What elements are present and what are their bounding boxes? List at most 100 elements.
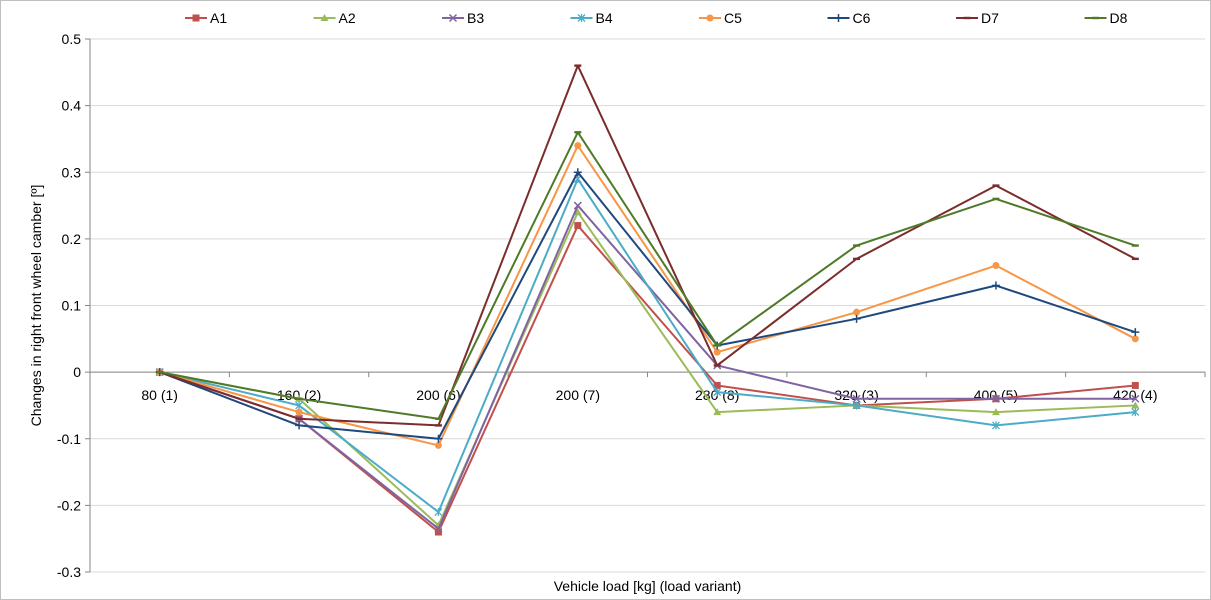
legend: A1 A2 B3 B4 C5 C6 D7 D8	[185, 10, 1128, 26]
data-point	[852, 314, 861, 323]
data-point	[991, 408, 1000, 416]
legend-label: B3	[467, 10, 484, 26]
x-tick-label: 200 (7)	[556, 387, 600, 403]
series-line	[159, 204, 1136, 530]
x-tick-label: 200 (6)	[416, 387, 460, 403]
y-tick-label: 0.4	[62, 98, 82, 114]
data-point	[1131, 257, 1139, 261]
legend-item-b3: B3	[442, 10, 484, 26]
data-point	[1131, 401, 1140, 409]
series-layer	[155, 64, 1140, 536]
legend-item-c6: C6	[827, 10, 871, 26]
legend-label: B4	[596, 10, 613, 26]
data-point	[713, 344, 721, 347]
legend-label: D8	[1110, 10, 1128, 26]
legend-label: A2	[339, 10, 356, 26]
data-point	[1131, 408, 1140, 417]
data-point	[713, 388, 722, 397]
series-d8	[156, 131, 1139, 420]
series-line	[159, 131, 1136, 420]
data-point	[295, 421, 304, 430]
data-point	[1131, 244, 1139, 247]
data-point	[573, 208, 582, 216]
data-point	[1131, 381, 1139, 389]
data-point	[991, 421, 1000, 430]
data-point	[992, 262, 1000, 270]
data-point	[713, 348, 721, 356]
data-point	[574, 142, 582, 150]
data-point	[156, 370, 164, 374]
data-point	[852, 401, 861, 410]
legend-item-d8: D8	[1084, 10, 1128, 26]
series-line	[159, 171, 1136, 440]
data-point	[852, 394, 861, 403]
data-point	[434, 524, 443, 533]
y-tick-label: 0.3	[62, 164, 82, 180]
data-point	[713, 408, 722, 416]
y-axis-title: Changes in right front wheel camber [º]	[28, 185, 44, 427]
legend-item-c5: C5	[699, 10, 742, 26]
y-tick-label: 0	[73, 364, 81, 380]
data-point	[713, 381, 721, 389]
data-point	[434, 528, 442, 536]
series-line	[159, 177, 1136, 514]
y-tick-label: 0.1	[62, 298, 82, 314]
data-point	[853, 308, 861, 316]
data-point	[295, 397, 303, 400]
data-point	[991, 281, 1000, 290]
data-point	[853, 244, 861, 247]
data-point	[434, 434, 443, 443]
legend-label: A1	[210, 10, 227, 26]
data-point	[434, 441, 442, 449]
series-b4	[155, 174, 1140, 517]
data-point	[434, 508, 443, 517]
x-axis-title: Vehicle load [kg] (load variant)	[554, 578, 742, 594]
data-point	[574, 131, 582, 134]
series-line	[159, 144, 1136, 447]
legend-item-b4: B4	[570, 10, 613, 26]
legend-label: C5	[724, 10, 742, 26]
y-tick-label: 0.2	[62, 231, 82, 247]
legend-swatch-marker	[1092, 16, 1099, 20]
data-point	[992, 184, 1000, 187]
y-tick-label: 0.5	[62, 31, 82, 47]
x-tick-label: 80 (1)	[141, 387, 178, 403]
series-a2	[155, 208, 1140, 529]
data-point	[573, 168, 582, 177]
data-point	[434, 424, 442, 427]
series-line	[159, 64, 1136, 427]
legend-label: C6	[853, 10, 871, 26]
x-tick-label: 420 (4)	[1113, 387, 1157, 403]
legend-swatch-marker	[706, 14, 714, 22]
legend-label: D7	[981, 10, 999, 26]
data-point	[573, 201, 582, 210]
legend-swatch-marker	[448, 13, 458, 23]
data-point	[295, 401, 304, 410]
y-tick-label: -0.2	[57, 497, 81, 513]
legend-swatch-marker	[577, 14, 586, 22]
legend-swatch-marker	[834, 14, 843, 22]
data-point	[713, 364, 721, 367]
legend-swatch-marker	[320, 14, 329, 21]
series-a1	[156, 222, 1139, 536]
series-c5	[156, 142, 1139, 449]
legend-item-d7: D7	[956, 10, 999, 26]
data-point	[574, 64, 582, 67]
data-point	[853, 257, 861, 261]
data-point	[992, 197, 1000, 201]
data-point	[295, 417, 303, 420]
data-point	[1131, 335, 1139, 343]
series-b3	[155, 201, 1140, 533]
legend-swatch-marker	[963, 16, 971, 20]
data-point	[1131, 328, 1140, 337]
data-point	[295, 408, 303, 416]
y-axis: -0.3 -0.2 -0.1 0 0.1 0.2 0.3 0.4 0.5	[57, 31, 91, 580]
y-tick-label: -0.3	[57, 564, 81, 580]
series-line	[159, 224, 1136, 534]
data-point	[434, 417, 442, 420]
data-point	[991, 394, 1000, 403]
data-point	[1131, 394, 1140, 403]
data-point	[574, 222, 582, 230]
